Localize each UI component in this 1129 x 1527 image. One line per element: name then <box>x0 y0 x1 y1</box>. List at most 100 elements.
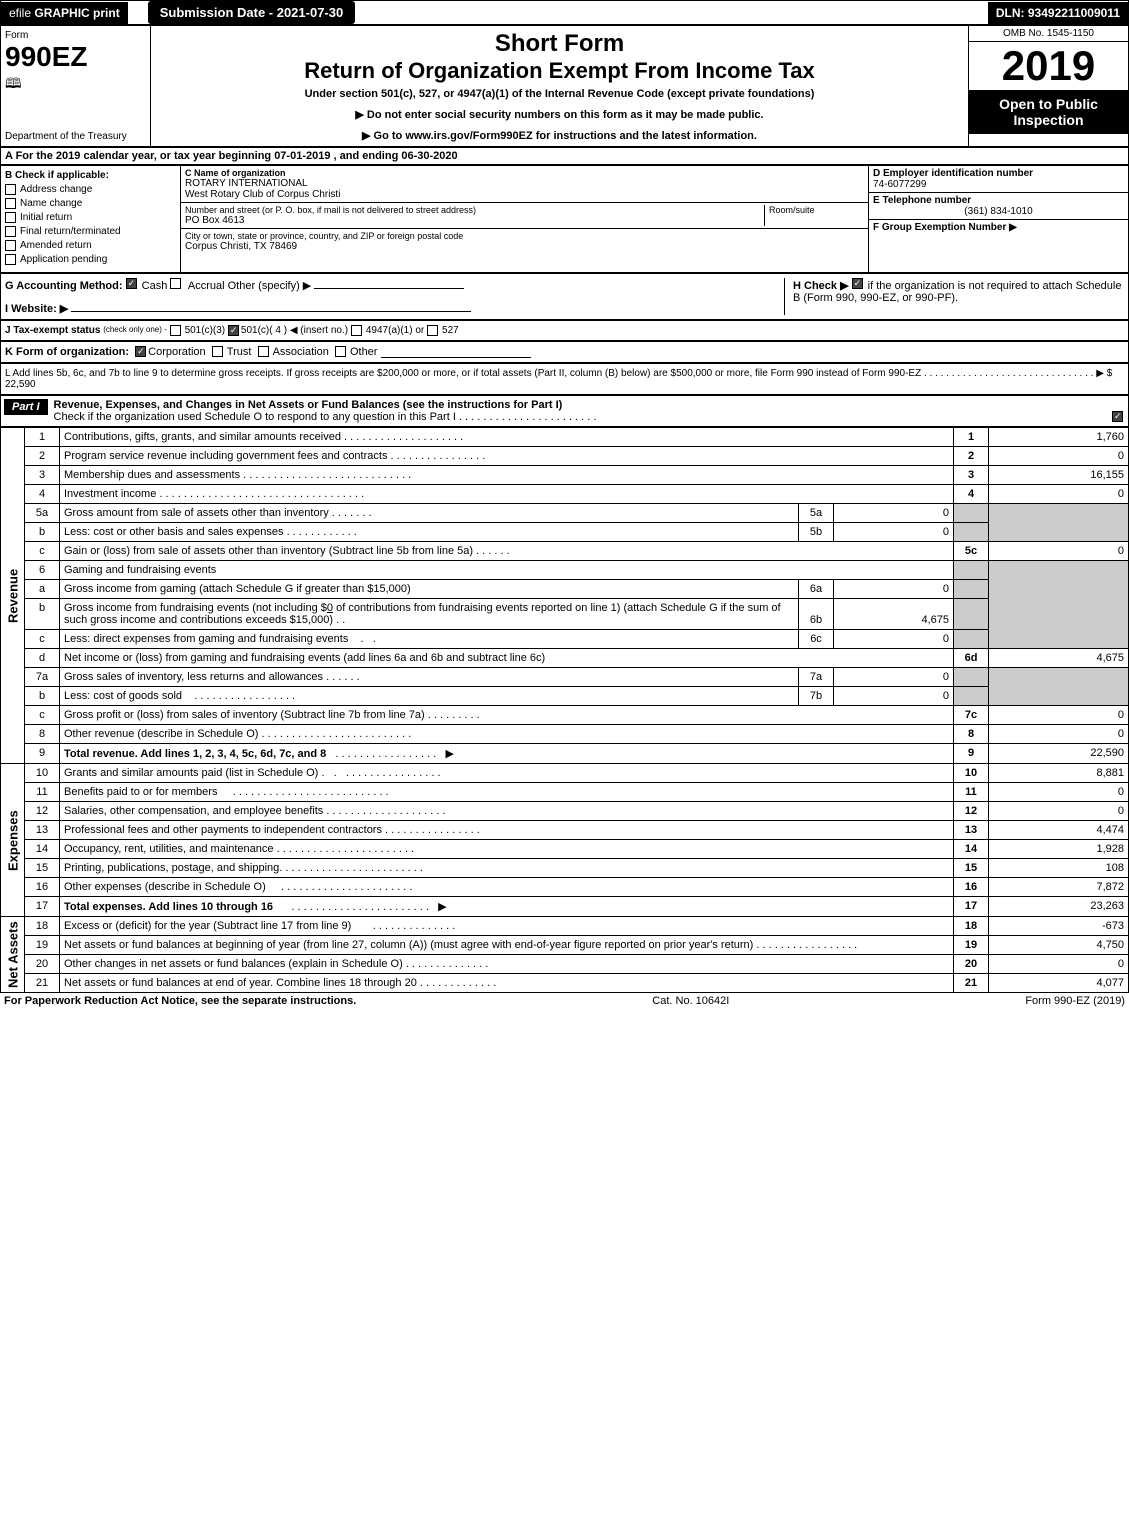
table-row: 20 Other changes in net assets or fund b… <box>1 955 1129 974</box>
amount: -673 <box>989 917 1129 936</box>
sub-val: 0 <box>834 504 954 523</box>
section-h: H Check ▶ if the organization is not req… <box>784 278 1124 315</box>
j-label: J Tax-exempt status <box>5 325 100 336</box>
checkbox-icon[interactable] <box>427 325 438 336</box>
graphic-text: GRAPHIC <box>34 6 93 20</box>
checkbox-filled-icon[interactable] <box>126 278 137 289</box>
checkbox-filled-icon[interactable] <box>228 325 239 336</box>
line-desc: Professional fees and other payments to … <box>60 821 954 840</box>
check-name: Name change <box>5 198 176 209</box>
table-row: b Less: cost of goods sold . . . . . . .… <box>1 687 1129 706</box>
amount: 4,750 <box>989 936 1129 955</box>
line-num: a <box>25 580 60 599</box>
checkbox-icon[interactable] <box>170 325 181 336</box>
table-row: Revenue 1 Contributions, gifts, grants, … <box>1 428 1129 447</box>
checkbox-icon[interactable] <box>5 212 16 223</box>
final-label: Final return/terminated <box>20 226 121 237</box>
open-public: Open to Public Inspection <box>969 90 1128 134</box>
goto-text[interactable]: ▶ Go to www.irs.gov/Form990EZ for instru… <box>362 130 757 142</box>
amount: 4,675 <box>989 649 1129 668</box>
street: PO Box 4613 <box>185 215 764 226</box>
part-i-label: Part I <box>4 399 48 415</box>
check-column: B Check if applicable: Address change Na… <box>1 166 181 272</box>
amount: 8,881 <box>989 764 1129 783</box>
section-j: J Tax-exempt status (check only one) - 5… <box>0 320 1129 341</box>
addr-label: Address change <box>20 184 92 195</box>
line-num: 18 <box>25 917 60 936</box>
checkbox-icon[interactable] <box>5 240 16 251</box>
efile-link[interactable]: efile GRAPHIC print <box>1 2 128 24</box>
org-name-row: C Name of organization ROTARY INTERNATIO… <box>181 166 868 203</box>
sub-num: 6b <box>799 599 834 630</box>
warning-line: ▶ Do not enter social security numbers o… <box>155 108 964 121</box>
table-row: 19 Net assets or fund balances at beginn… <box>1 936 1129 955</box>
gray-cell <box>989 668 1129 706</box>
j-opt3: 4947(a)(1) or <box>366 325 424 336</box>
checkbox-filled-icon[interactable] <box>135 346 146 357</box>
table-row: c Less: direct expenses from gaming and … <box>1 630 1129 649</box>
amount: 16,155 <box>989 466 1129 485</box>
line-desc: Occupancy, rent, utilities, and maintena… <box>60 840 954 859</box>
ref-num: 20 <box>954 955 989 974</box>
sub-val: 0 <box>834 668 954 687</box>
part-i-title: Revenue, Expenses, and Changes in Net As… <box>54 399 563 411</box>
checkbox-icon[interactable] <box>5 184 16 195</box>
j-opt4: 527 <box>442 325 459 336</box>
amount: 0 <box>989 485 1129 504</box>
right-column: D Employer identification number 74-6077… <box>868 166 1128 272</box>
checkbox-icon[interactable] <box>5 254 16 265</box>
e-label: E Telephone number <box>873 195 1124 206</box>
f-label: F Group Exemption Number ▶ <box>873 222 1124 233</box>
line-num: 4 <box>25 485 60 504</box>
name-label: Name change <box>20 198 82 209</box>
check-pending: Application pending <box>5 254 176 265</box>
checkbox-filled-icon[interactable] <box>1112 411 1123 422</box>
line-desc: Net income or (loss) from gaming and fun… <box>60 649 954 668</box>
ref-num: 13 <box>954 821 989 840</box>
g-label: G Accounting Method: <box>5 280 123 292</box>
gray-cell <box>954 668 989 687</box>
check-final: Final return/terminated <box>5 226 176 237</box>
checkbox-icon[interactable] <box>170 278 181 289</box>
b-label: B Check if applicable: <box>5 170 176 181</box>
header-center: Short Form Return of Organization Exempt… <box>151 26 968 146</box>
omb-number: OMB No. 1545-1150 <box>969 26 1128 42</box>
checkbox-icon[interactable] <box>258 346 269 357</box>
amount: 0 <box>989 542 1129 561</box>
checkbox-filled-icon[interactable] <box>852 278 863 289</box>
org-info: B Check if applicable: Address change Na… <box>0 165 1129 273</box>
sub-num: 6a <box>799 580 834 599</box>
checkbox-icon[interactable] <box>212 346 223 357</box>
return-title: Return of Organization Exempt From Incom… <box>155 58 964 84</box>
amount: 0 <box>989 447 1129 466</box>
group-row: F Group Exemption Number ▶ <box>869 220 1128 235</box>
footer-center: Cat. No. 10642I <box>652 995 729 1007</box>
line-num: 1 <box>25 428 60 447</box>
sub-num: 7a <box>799 668 834 687</box>
checkbox-icon[interactable] <box>335 346 346 357</box>
gray-cell <box>954 504 989 523</box>
gray-cell <box>954 561 989 580</box>
sub-val: 0 <box>834 687 954 706</box>
revenue-vertical-label: Revenue <box>1 428 25 764</box>
ref-num: 6d <box>954 649 989 668</box>
table-row: 6 Gaming and fundraising events <box>1 561 1129 580</box>
city-row: City or town, state or province, country… <box>181 229 868 254</box>
line-num: 6 <box>25 561 60 580</box>
checkbox-icon[interactable] <box>5 226 16 237</box>
c-label: C Name of organization <box>185 168 864 178</box>
table-row: a Gross income from gaming (attach Sched… <box>1 580 1129 599</box>
phone-row: E Telephone number (361) 834-1010 <box>869 193 1128 220</box>
org-name1: ROTARY INTERNATIONAL <box>185 178 864 189</box>
line-desc: Less: cost or other basis and sales expe… <box>60 523 799 542</box>
table-row: b Gross income from fundraising events (… <box>1 599 1129 630</box>
line-desc: Total revenue. Add lines 1, 2, 3, 4, 5c,… <box>60 744 954 764</box>
checkbox-icon[interactable] <box>351 325 362 336</box>
sub-val: 0 <box>834 580 954 599</box>
header-right: OMB No. 1545-1150 2019 Open to Public In… <box>968 26 1128 146</box>
part-i-header: Part I Revenue, Expenses, and Changes in… <box>0 395 1129 427</box>
checkbox-icon[interactable] <box>5 198 16 209</box>
line-num: c <box>25 630 60 649</box>
seal-icon: 🕮 <box>5 73 146 97</box>
amount: 0 <box>989 783 1129 802</box>
